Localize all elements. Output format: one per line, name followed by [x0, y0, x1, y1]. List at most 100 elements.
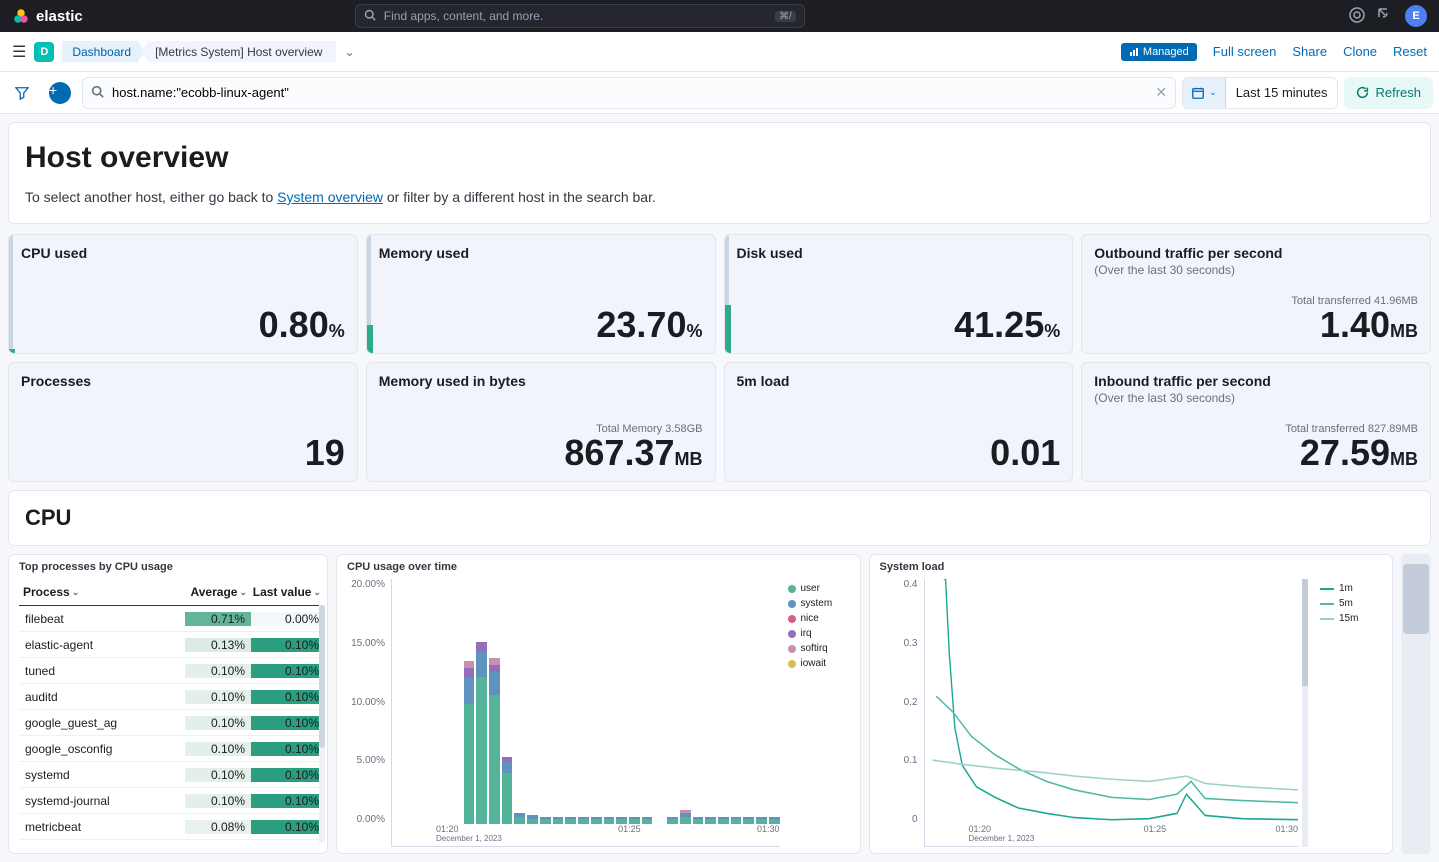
chart-bar: [565, 817, 576, 824]
col-average[interactable]: Average⌄: [181, 585, 247, 599]
legend-item[interactable]: irq: [788, 628, 850, 639]
table-row[interactable]: google_osconfig 0.10% 0.10%: [19, 736, 325, 762]
legend-item[interactable]: 15m: [1320, 613, 1382, 624]
legend-item[interactable]: 1m: [1320, 583, 1382, 594]
table-scrollbar[interactable]: [319, 605, 325, 843]
chart-bar: [642, 817, 653, 824]
share-link[interactable]: Share: [1292, 44, 1327, 59]
page-description: To select another host, either go back t…: [25, 189, 1414, 205]
calendar-icon[interactable]: ⌄: [1183, 78, 1226, 108]
metric-value: 867.37MB: [379, 435, 703, 471]
process-name: tuned: [19, 664, 185, 678]
process-avg: 0.08%: [185, 820, 251, 834]
process-name: metricbeat: [19, 820, 185, 834]
header-panel: Host overview To select another host, ei…: [8, 122, 1431, 224]
chart-bar: [476, 642, 487, 824]
load-mini-scrollbar[interactable]: [1302, 579, 1308, 847]
chart-bar: [693, 817, 704, 824]
table-row[interactable]: auditd 0.10% 0.10%: [19, 684, 325, 710]
table-row[interactable]: tuned 0.10% 0.10%: [19, 658, 325, 684]
process-avg: 0.10%: [185, 690, 251, 704]
legend-item[interactable]: system: [788, 598, 850, 609]
chart-bar: [743, 817, 754, 824]
chart-bar: [464, 661, 475, 824]
refresh-button[interactable]: Refresh: [1344, 77, 1433, 109]
process-name: systemd: [19, 768, 185, 782]
user-avatar[interactable]: E: [1405, 5, 1427, 27]
table-row[interactable]: elastic-agent 0.13% 0.10%: [19, 632, 325, 658]
metric-card: Memory used in bytesTotal Memory 3.58GB8…: [366, 362, 716, 482]
metric-title: Disk used: [737, 245, 1061, 261]
metric-grid: CPU used0.80%Memory used23.70% Disk used 4…: [8, 234, 1431, 482]
managed-badge: Managed: [1121, 43, 1197, 61]
metric-value: 0.01: [737, 435, 1061, 471]
process-avg: 0.10%: [185, 768, 251, 782]
process-table-body: filebeat 0.71% 0.00% elastic-agent 0.13%…: [19, 606, 325, 847]
process-name: auditd: [19, 690, 185, 704]
query-input-wrap[interactable]: ✕: [82, 77, 1176, 109]
chart-bar: [756, 817, 767, 824]
breadcrumb: Dashboard [Metrics System] Host overview: [62, 41, 332, 63]
table-row[interactable]: google_guest_ag 0.10% 0.10%: [19, 710, 325, 736]
col-last[interactable]: Last value⌄: [247, 585, 321, 599]
chart-bar: [629, 817, 640, 824]
metric-card: CPU used0.80%: [8, 234, 358, 354]
dashboard-scrollbar[interactable]: [1401, 554, 1431, 854]
help-icon[interactable]: [1349, 7, 1365, 26]
process-last: 0.10%: [251, 716, 325, 730]
col-process[interactable]: Process⌄: [23, 585, 181, 599]
search-icon: [91, 85, 104, 101]
load-chart-title: System load: [880, 561, 1383, 573]
load-x-axis: 01:20December 1, 202301:2501:30: [969, 824, 1299, 846]
chart-bar: [502, 757, 513, 824]
managed-icon: [1129, 47, 1139, 57]
clear-query-icon[interactable]: ✕: [1155, 84, 1167, 101]
legend-item[interactable]: nice: [788, 613, 850, 624]
cpu-usage-panel: CPU usage over time 20.00%15.00%10.00%5.…: [336, 554, 861, 854]
query-input[interactable]: [112, 85, 1147, 100]
global-header: elastic Find apps, content, and more. ⌘/…: [0, 0, 1439, 32]
legend-item[interactable]: softirq: [788, 643, 850, 654]
process-last: 0.10%: [251, 664, 325, 678]
table-row[interactable]: metricbeat 0.08% 0.10%: [19, 814, 325, 840]
metric-card: Memory used23.70%: [366, 234, 716, 354]
legend-item[interactable]: iowait: [788, 658, 850, 669]
metric-value: 41.25%: [737, 307, 1061, 343]
load-legend: 1m 5m 15m: [1312, 579, 1382, 847]
add-filter-button[interactable]: +: [44, 77, 76, 109]
system-overview-link[interactable]: System overview: [277, 189, 383, 205]
fullscreen-link[interactable]: Full screen: [1213, 44, 1277, 59]
load-y-axis: 0.40.30.20.10: [880, 579, 924, 847]
breadcrumb-dashboard[interactable]: Dashboard: [62, 41, 145, 63]
elastic-logo[interactable]: elastic: [12, 7, 83, 25]
chevron-down-icon[interactable]: ⌄: [344, 45, 354, 59]
process-avg: 0.10%: [185, 716, 251, 730]
metric-value: 19: [21, 435, 345, 471]
clone-link[interactable]: Clone: [1343, 44, 1377, 59]
process-last: 0.10%: [251, 690, 325, 704]
legend-item[interactable]: user: [788, 583, 850, 594]
chart-bar: [718, 817, 729, 824]
chart-bar: [553, 817, 564, 824]
breadcrumb-current[interactable]: [Metrics System] Host overview: [141, 41, 336, 63]
metric-value: 23.70%: [379, 307, 703, 343]
cpu-y-axis: 20.00%15.00%10.00%5.00%0.00%: [347, 579, 391, 847]
time-range-picker[interactable]: ⌄ Last 15 minutes: [1182, 77, 1338, 109]
filter-icon[interactable]: [6, 77, 38, 109]
table-row[interactable]: systemd 0.10% 0.10%: [19, 762, 325, 788]
table-row[interactable]: filebeat 0.71% 0.00%: [19, 606, 325, 632]
space-badge[interactable]: D: [34, 42, 54, 62]
global-search[interactable]: Find apps, content, and more. ⌘/: [355, 4, 805, 28]
chart-bar: [667, 817, 678, 824]
load-plot: 01:20December 1, 202301:2501:30: [924, 579, 1299, 847]
newsfeed-icon[interactable]: [1377, 7, 1393, 26]
legend-item[interactable]: 5m: [1320, 598, 1382, 609]
process-name: google_guest_ag: [19, 716, 185, 730]
reset-link[interactable]: Reset: [1393, 44, 1427, 59]
cpu-legend: user system nice irq softirq iowait: [780, 579, 850, 847]
process-avg: 0.71%: [185, 612, 251, 626]
table-row[interactable]: systemd-journal 0.10% 0.10%: [19, 788, 325, 814]
process-last: 0.10%: [251, 742, 325, 756]
metric-subtitle: (Over the last 30 seconds): [1094, 263, 1418, 277]
nav-toggle-icon[interactable]: ☰: [12, 42, 26, 62]
